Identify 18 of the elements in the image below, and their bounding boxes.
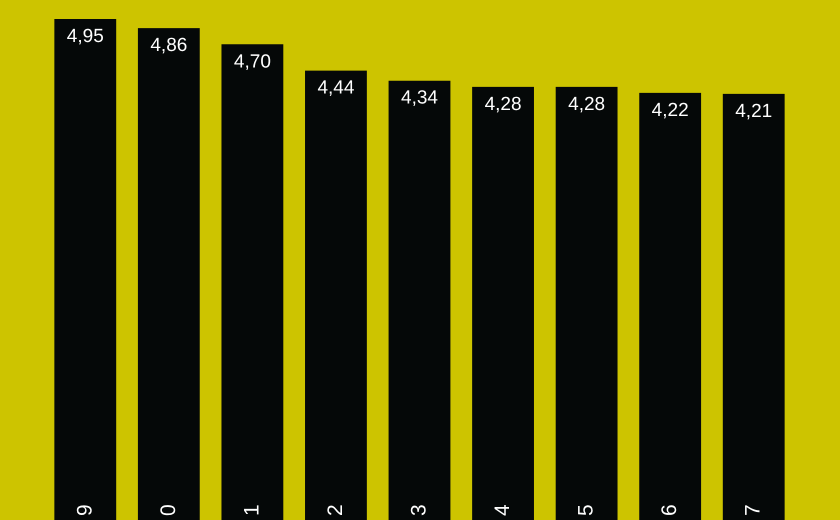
x-tick-label: 5: [574, 504, 598, 516]
data-label: 4,28: [568, 94, 606, 115]
x-tick-label: 6: [658, 504, 682, 516]
data-label: 4,34: [401, 88, 438, 109]
data-label: 4,86: [150, 35, 188, 56]
data-label: 4,44: [317, 78, 355, 99]
x-tick-label: 1: [240, 504, 264, 516]
x-tick-label: 0: [156, 504, 180, 516]
x-tick-label: 9: [73, 504, 96, 516]
data-label: 4,70: [234, 51, 271, 72]
x-tick-label: 7: [742, 504, 765, 516]
data-label: 4,21: [735, 100, 772, 122]
data-label: 4,28: [484, 94, 522, 115]
x-tick-label: 2: [324, 504, 347, 516]
data-label: 4,22: [652, 100, 689, 121]
x-tick-label: 3: [408, 504, 430, 516]
data-label: 4,95: [66, 26, 104, 48]
x-tick-label: 4: [491, 504, 514, 516]
